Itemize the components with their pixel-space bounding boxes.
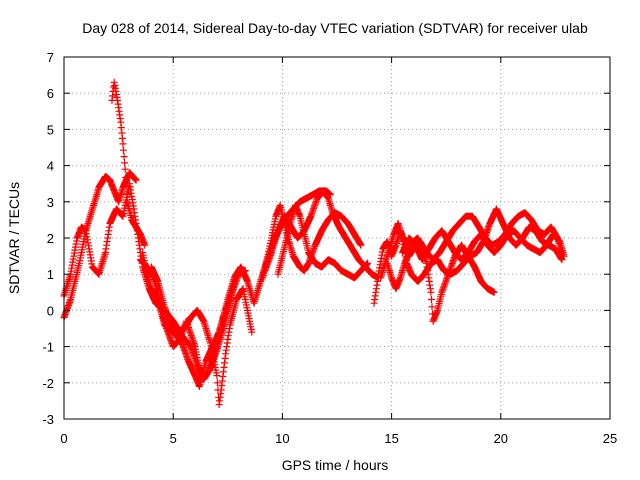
y-tick-label: 7 [47, 50, 54, 65]
y-axis-label: SDTVAR / TECUs [6, 182, 22, 294]
plus-markers [108, 78, 149, 249]
x-tick-label: 25 [603, 431, 617, 446]
grid [64, 57, 610, 419]
x-axis-label: GPS time / hours [282, 457, 389, 473]
series-track-l [383, 234, 498, 325]
plus-markers [136, 187, 334, 383]
x-tick-label: 0 [60, 431, 67, 446]
y-tick-label: 5 [47, 122, 54, 137]
plus-markers [383, 234, 498, 325]
chart-title: Day 028 of 2014, Sidereal Day-to-day VTE… [82, 20, 588, 36]
plus-markers [274, 201, 372, 282]
x-tick-label: 20 [494, 431, 508, 446]
x-tick-label: 15 [384, 431, 398, 446]
y-tick-label: -1 [42, 340, 54, 355]
series-track-f [136, 187, 334, 383]
plus-markers [399, 227, 568, 264]
y-tick-label: 2 [47, 231, 54, 246]
y-tick-label: 0 [47, 303, 54, 318]
x-tick-label: 10 [275, 431, 289, 446]
y-tick-label: 1 [47, 267, 54, 282]
y-tick-label: 4 [47, 159, 54, 174]
y-tick-label: 6 [47, 86, 54, 101]
series-track-c [108, 78, 149, 249]
data-layer [60, 78, 568, 408]
series-track-m [399, 227, 568, 264]
x-tick-label: 5 [170, 431, 177, 446]
y-tick-label: 3 [47, 195, 54, 210]
y-tick-label: -3 [42, 412, 54, 427]
axis-ticks: 0 5 10 15 20 25 -3 -2 -1 0 1 2 3 4 5 6 7 [42, 50, 617, 446]
y-tick-label: -2 [42, 376, 54, 391]
series-track-i [274, 201, 372, 282]
